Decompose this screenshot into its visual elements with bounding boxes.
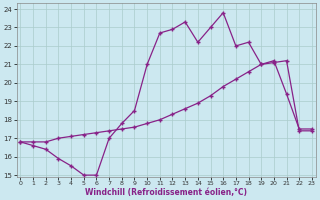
X-axis label: Windchill (Refroidissement éolien,°C): Windchill (Refroidissement éolien,°C): [85, 188, 247, 197]
